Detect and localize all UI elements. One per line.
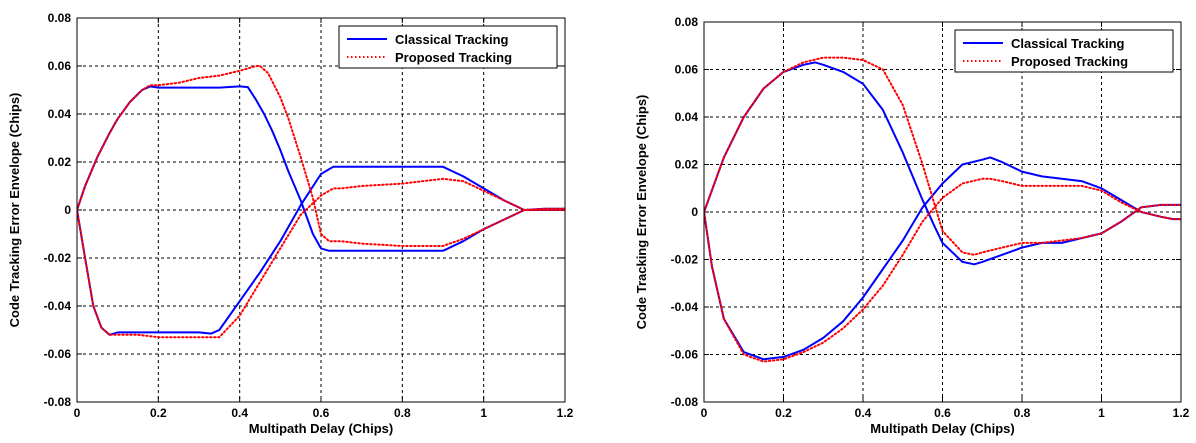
x-axis-label: Multipath Delay (Chips) [249,421,393,436]
y-tick-label: -0.08 [671,395,699,409]
y-tick-label: 0.04 [675,110,699,124]
y-axis-label: Code Tracking Error Envelope (Chips) [7,93,22,328]
series-line-classical-tracking-lower [77,165,565,336]
x-tick-label: 0 [701,406,708,420]
y-tick-label: -0.02 [671,253,699,267]
y-tick-label: -0.08 [44,395,72,409]
x-tick-label: 0.6 [934,406,951,420]
y-tick-label: 0.04 [48,107,72,121]
x-tick-label: 0.4 [855,406,872,420]
y-tick-label: -0.06 [671,348,699,362]
x-tick-label: 1.2 [1173,406,1190,420]
y-tick-label: 0.06 [675,63,699,77]
y-tick-label: 0.08 [675,15,699,29]
chart-2: 0 0.2 0.4 0.6 0.8 1 1.2 -0.08 -0.06 -0.04 -0.02 0 0.… [634,15,1190,436]
y-tick-label: -0.02 [44,251,72,265]
axes-box [703,21,1182,403]
legend-label: Proposed Tracking [1011,54,1128,69]
y-tick-label: -0.06 [44,347,72,361]
legend-label: Classical Tracking [1011,36,1125,51]
legend-label: Classical Tracking [395,32,509,47]
x-tick-label: 1 [480,406,487,420]
series-line-proposed-tracking-lower [77,177,565,339]
legend-box [954,29,1174,73]
y-tick-label: -0.04 [671,300,699,314]
y-tick-label: 0.02 [675,158,699,172]
y-tick-label: 0.08 [48,11,72,25]
y-tick-label: 0.02 [48,155,72,169]
chart-1: 0 0.2 0.4 0.6 0.8 1 1.2 -0.08 -0.06 -0.04 -0.02 0 0.… [7,11,574,436]
y-tick-label: 0.06 [48,59,72,73]
y-tick-label: 0 [64,203,71,217]
series-line-classical-tracking-lower [704,156,1181,361]
series-line-proposed-tracking-lower [704,177,1181,363]
y-axis-label: Code Tracking Error Envelope (Chips) [634,95,649,330]
axes-box [76,17,566,403]
x-tick-label: 0.2 [775,406,792,420]
legend: Classical Tracking Proposed Tracking [954,29,1174,73]
series-line-classical-tracking-upper [77,85,565,252]
x-axis-label: Multipath Delay (Chips) [870,421,1014,436]
legend-box [338,25,558,69]
series-line-proposed-tracking-upper [704,56,1181,256]
x-tick-label: 0 [74,406,81,420]
x-tick-label: 1 [1098,406,1105,420]
x-tick-label: 1.2 [557,406,574,420]
x-tick-label: 0.6 [313,406,330,420]
y-tick-label: -0.04 [44,299,72,313]
x-tick-label: 0.8 [394,406,411,420]
y-tick-label: 0 [691,205,698,219]
x-tick-label: 0.2 [150,406,167,420]
legend-label: Proposed Tracking [395,50,512,65]
legend: Classical Tracking Proposed Tracking [338,25,558,69]
x-tick-label: 0.8 [1014,406,1031,420]
x-tick-label: 0.4 [231,406,248,420]
series-line-proposed-tracking-upper [77,65,565,247]
